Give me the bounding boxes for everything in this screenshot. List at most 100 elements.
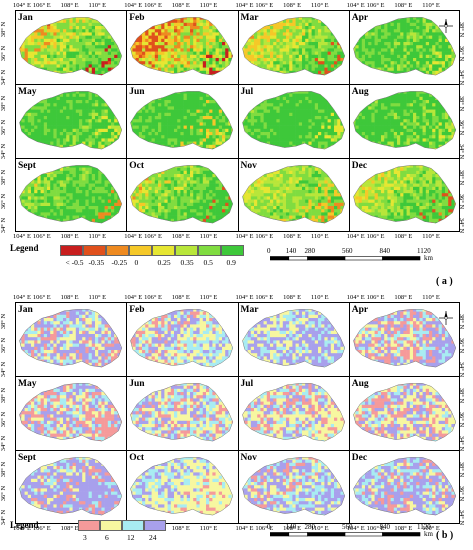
x-tick-label: 106° E xyxy=(255,525,273,532)
legend-swatch xyxy=(129,245,152,256)
y-tick-label: 36° N xyxy=(0,338,7,353)
month-label: Nov xyxy=(241,161,257,171)
x-tick-label: 108° E xyxy=(283,294,301,301)
x-tick-label: 104° E xyxy=(124,2,142,9)
x-tick-label: 110° E xyxy=(88,233,106,240)
grid-line-vertical xyxy=(237,10,239,232)
x-tick-label: 106° E xyxy=(255,233,273,240)
x-tick-label: 104° E xyxy=(13,525,31,532)
legend-swatch xyxy=(60,245,83,256)
x-tick-label: 110° E xyxy=(311,2,329,9)
x-tick-label: 108° E xyxy=(283,2,301,9)
x-tick-label: 104° E xyxy=(124,233,142,240)
grid-line-vertical xyxy=(126,302,128,524)
x-tick-label: 108° E xyxy=(172,2,190,9)
grid-line-vertical xyxy=(237,302,239,524)
y-tick-label: 38° N xyxy=(0,461,7,476)
scale-unit: km xyxy=(424,530,433,538)
month-label: Apr xyxy=(352,305,368,315)
map-cell-jul: Jul xyxy=(238,376,349,450)
month-label: Mar xyxy=(241,13,259,23)
map-cell-jan: Jan xyxy=(15,10,126,84)
map-cell-apr: Apr xyxy=(349,302,460,376)
scale-label: 1120 xyxy=(417,523,431,531)
x-tick-label: 104° E xyxy=(13,2,31,9)
region-map xyxy=(241,91,345,150)
y-tick-label: 36° N xyxy=(0,120,7,135)
y-tick-label: 34° N xyxy=(458,436,465,451)
legend-label: 0.35 xyxy=(181,258,194,267)
legend-label: 6 xyxy=(105,533,109,542)
scale-label: 0 xyxy=(267,247,271,255)
y-tick-label: 38° N xyxy=(458,387,465,402)
legend-swatch xyxy=(83,245,106,256)
scale-label: 840 xyxy=(380,523,391,531)
region-map xyxy=(130,309,234,368)
y-tick-label: 38° N xyxy=(458,95,465,110)
map-cell-mar: Mar xyxy=(238,10,349,84)
y-tick-label: 34° N xyxy=(0,362,7,377)
x-tick-label: 110° E xyxy=(422,294,440,301)
legend-swatch xyxy=(78,520,100,531)
map-cell-apr: Apr xyxy=(349,10,460,84)
x-tick-label: 104° E xyxy=(347,525,365,532)
month-label: Jan xyxy=(18,13,33,23)
map-cell-sept: Sept xyxy=(15,158,126,232)
month-label: Dec xyxy=(352,453,367,463)
y-tick-label: 36° N xyxy=(458,120,465,135)
grid-line-horizontal xyxy=(15,376,460,377)
region-map xyxy=(241,17,345,76)
legend-title-a: Legend xyxy=(10,243,39,253)
x-tick-label: 104° E xyxy=(13,233,31,240)
x-tick-label: 104° E xyxy=(347,233,365,240)
x-tick-label: 110° E xyxy=(422,2,440,9)
scale-label: 280 xyxy=(305,523,316,531)
grid-line-horizontal xyxy=(15,158,460,159)
x-tick-label: 104° E xyxy=(124,294,142,301)
y-tick-label: 38° N xyxy=(0,95,7,110)
region-map xyxy=(352,309,456,368)
x-tick-label: 110° E xyxy=(311,294,329,301)
x-tick-label: 106° E xyxy=(33,233,51,240)
month-label: Nov xyxy=(241,453,257,463)
map-cell-jul: Jul xyxy=(238,84,349,158)
scale-bar xyxy=(270,532,421,537)
scale-label: 140 xyxy=(286,523,297,531)
map-cell-may: May xyxy=(15,84,126,158)
month-label: Jun xyxy=(129,87,144,97)
x-tick-label: 108° E xyxy=(61,2,79,9)
grid-line-horizontal xyxy=(15,84,460,85)
x-tick-label: 104° E xyxy=(13,294,31,301)
x-tick-label: 108° E xyxy=(172,525,190,532)
legend-swatch xyxy=(106,245,129,256)
y-tick-label: 34° N xyxy=(458,362,465,377)
grid-line-vertical xyxy=(348,302,350,524)
month-label: Apr xyxy=(352,13,368,23)
y-tick-label: 34° N xyxy=(458,70,465,85)
region-map xyxy=(241,383,345,442)
x-tick-label: 108° E xyxy=(394,294,412,301)
x-tick-label: 106° E xyxy=(33,2,51,9)
legend-swatch xyxy=(221,245,244,256)
x-tick-label: 104° E xyxy=(236,294,254,301)
x-tick-label: 104° E xyxy=(347,294,365,301)
scale-label: 840 xyxy=(380,247,391,255)
x-tick-label: 104° E xyxy=(347,2,365,9)
x-tick-label: 108° E xyxy=(283,525,301,532)
map-cell-jan: Jan xyxy=(15,302,126,376)
x-tick-label: 110° E xyxy=(88,2,106,9)
x-tick-label: 106° E xyxy=(367,233,385,240)
legend-label: 0.25 xyxy=(158,258,171,267)
x-tick-label: 106° E xyxy=(33,294,51,301)
y-tick-label: 38° N xyxy=(0,313,7,328)
x-tick-label: 110° E xyxy=(200,294,218,301)
map-cell-dec: Dec xyxy=(349,158,460,232)
x-tick-label: 106° E xyxy=(367,2,385,9)
y-tick-label: 38° N xyxy=(458,461,465,476)
region-map xyxy=(19,309,123,368)
y-tick-label: 34° N xyxy=(458,144,465,159)
region-map xyxy=(352,165,456,224)
map-cell-jun: Jun xyxy=(126,376,237,450)
scale-label: 560 xyxy=(342,247,353,255)
region-map xyxy=(241,165,345,224)
